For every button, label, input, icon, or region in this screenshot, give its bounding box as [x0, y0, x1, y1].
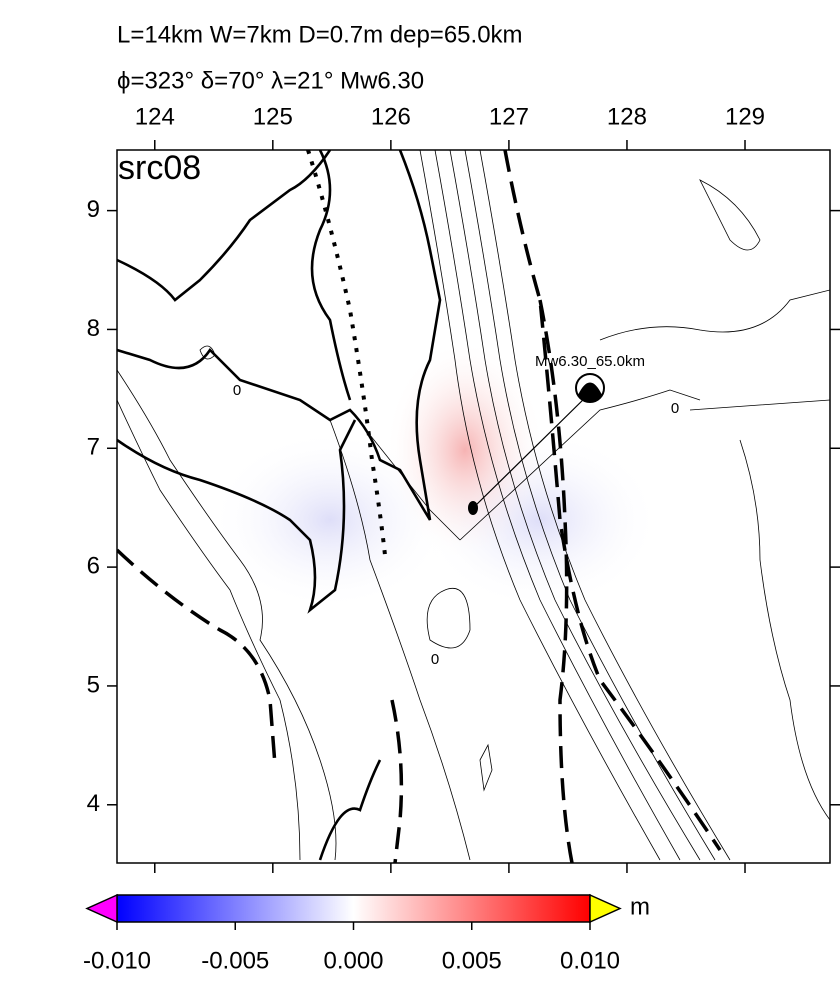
colorbar-tick-label: -0.005 [201, 947, 269, 974]
y-tick-label: 5 [87, 671, 100, 698]
header-line: ϕ=323° δ=70° λ=21° Mw6.30 [117, 67, 424, 94]
contour [117, 399, 301, 861]
contour [479, 743, 493, 792]
label-box [117, 150, 225, 190]
fault-line [117, 548, 277, 766]
contour-label: 0 [431, 651, 439, 668]
x-tick-label: 127 [489, 103, 529, 130]
contour [449, 150, 701, 861]
fault-line [538, 299, 574, 863]
leader-line [472, 392, 591, 509]
x-tick-label: 125 [253, 103, 293, 130]
map-frame [116, 149, 831, 864]
uplift-field [385, 340, 545, 560]
colorbar-tick-label: -0.010 [83, 947, 151, 974]
y-tick-label: 7 [87, 434, 100, 461]
colorbar-tick-label: 0.000 [323, 947, 383, 974]
header-line: L=14km W=7km D=0.7m dep=65.0km [117, 21, 523, 48]
trench-line [306, 150, 387, 556]
contour [349, 389, 830, 541]
coastline [310, 150, 352, 401]
contour [199, 179, 761, 360]
coastline [117, 150, 442, 521]
contour-label: 0 [233, 382, 241, 399]
panel-label: src08 [118, 149, 201, 187]
fault-line [503, 150, 722, 851]
colorbar-low-triangle [85, 893, 118, 924]
coastline [117, 419, 357, 614]
beachball-quadrant [578, 382, 602, 402]
x-tick-label: 128 [607, 103, 647, 130]
contour [419, 150, 661, 861]
x-tick-label: 126 [371, 103, 411, 130]
event-label: Mw6.30_65.0km [535, 353, 645, 370]
coastline [318, 759, 382, 861]
contour [329, 419, 471, 861]
colorbar-high-triangle [589, 893, 622, 924]
colorbar-tick-label: 0.010 [560, 947, 620, 974]
contour [117, 369, 337, 861]
y-tick-label: 8 [87, 315, 100, 342]
contour [599, 289, 830, 341]
y-tick-label: 4 [87, 790, 100, 817]
y-tick-label: 6 [87, 552, 100, 579]
y-tick-label: 9 [87, 196, 100, 223]
colorbar [116, 894, 591, 923]
fault-line [390, 699, 404, 863]
epicenter [468, 501, 478, 515]
contour [739, 439, 830, 821]
colorbar-tick-label: 0.005 [442, 947, 502, 974]
contour [426, 588, 471, 649]
contour [434, 150, 681, 861]
contour-label: 0 [671, 400, 679, 417]
map-field: Mw6.30_65.0km 0 0 0 src08 [117, 149, 830, 863]
contour [479, 150, 731, 861]
x-tick-label: 124 [135, 103, 175, 130]
x-tick-label: 129 [725, 103, 765, 130]
colorbar-unit: m [630, 893, 650, 920]
coastline [117, 150, 332, 302]
